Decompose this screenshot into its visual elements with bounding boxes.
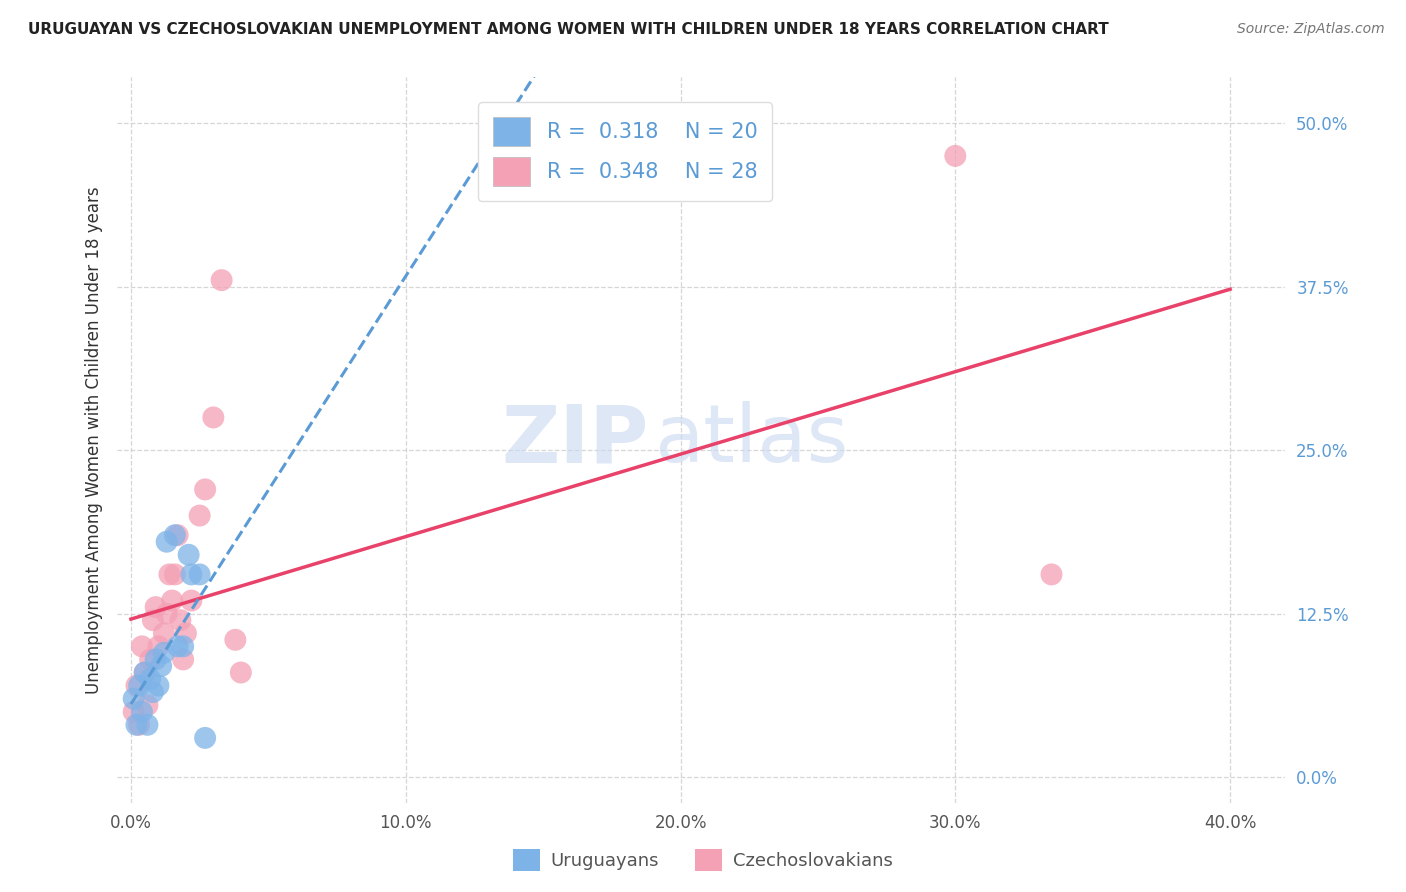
Point — [156, 534, 179, 549]
Point — [136, 718, 159, 732]
Point — [136, 698, 159, 713]
Point — [142, 685, 165, 699]
Point — [188, 508, 211, 523]
Point — [134, 665, 156, 680]
Point — [156, 607, 179, 621]
Point — [131, 705, 153, 719]
Text: atlas: atlas — [654, 401, 849, 479]
Point — [166, 640, 188, 654]
Point — [139, 672, 162, 686]
Point — [125, 718, 148, 732]
Point — [943, 149, 966, 163]
Point — [125, 679, 148, 693]
Point — [142, 613, 165, 627]
Point — [122, 691, 145, 706]
Y-axis label: Unemployment Among Women with Children Under 18 years: Unemployment Among Women with Children U… — [86, 186, 103, 694]
Point — [131, 640, 153, 654]
Point — [172, 652, 194, 666]
Point — [172, 640, 194, 654]
Point — [128, 718, 150, 732]
Point — [160, 593, 183, 607]
Point — [229, 665, 252, 680]
Point — [134, 665, 156, 680]
Point — [180, 567, 202, 582]
Text: Source: ZipAtlas.com: Source: ZipAtlas.com — [1237, 22, 1385, 37]
Point — [174, 626, 197, 640]
Point — [153, 646, 176, 660]
Point — [128, 679, 150, 693]
Point — [153, 626, 176, 640]
Point — [122, 705, 145, 719]
Point — [169, 613, 191, 627]
Point — [145, 652, 167, 666]
Point — [177, 548, 200, 562]
Point — [1040, 567, 1063, 582]
Point — [188, 567, 211, 582]
Point — [148, 640, 170, 654]
Point — [145, 600, 167, 615]
Legend: Uruguayans, Czechoslovakians: Uruguayans, Czechoslovakians — [506, 842, 900, 879]
Legend: R =  0.318    N = 20, R =  0.348    N = 28: R = 0.318 N = 20, R = 0.348 N = 28 — [478, 103, 772, 201]
Point — [224, 632, 246, 647]
Point — [180, 593, 202, 607]
Point — [157, 567, 180, 582]
Point — [150, 659, 173, 673]
Point — [166, 528, 188, 542]
Point — [139, 652, 162, 666]
Point — [194, 483, 217, 497]
Point — [163, 567, 186, 582]
Text: URUGUAYAN VS CZECHOSLOVAKIAN UNEMPLOYMENT AMONG WOMEN WITH CHILDREN UNDER 18 YEA: URUGUAYAN VS CZECHOSLOVAKIAN UNEMPLOYMEN… — [28, 22, 1109, 37]
Point — [148, 679, 170, 693]
Point — [202, 410, 225, 425]
Point — [194, 731, 217, 745]
Point — [211, 273, 233, 287]
Point — [163, 528, 186, 542]
Text: ZIP: ZIP — [502, 401, 648, 479]
